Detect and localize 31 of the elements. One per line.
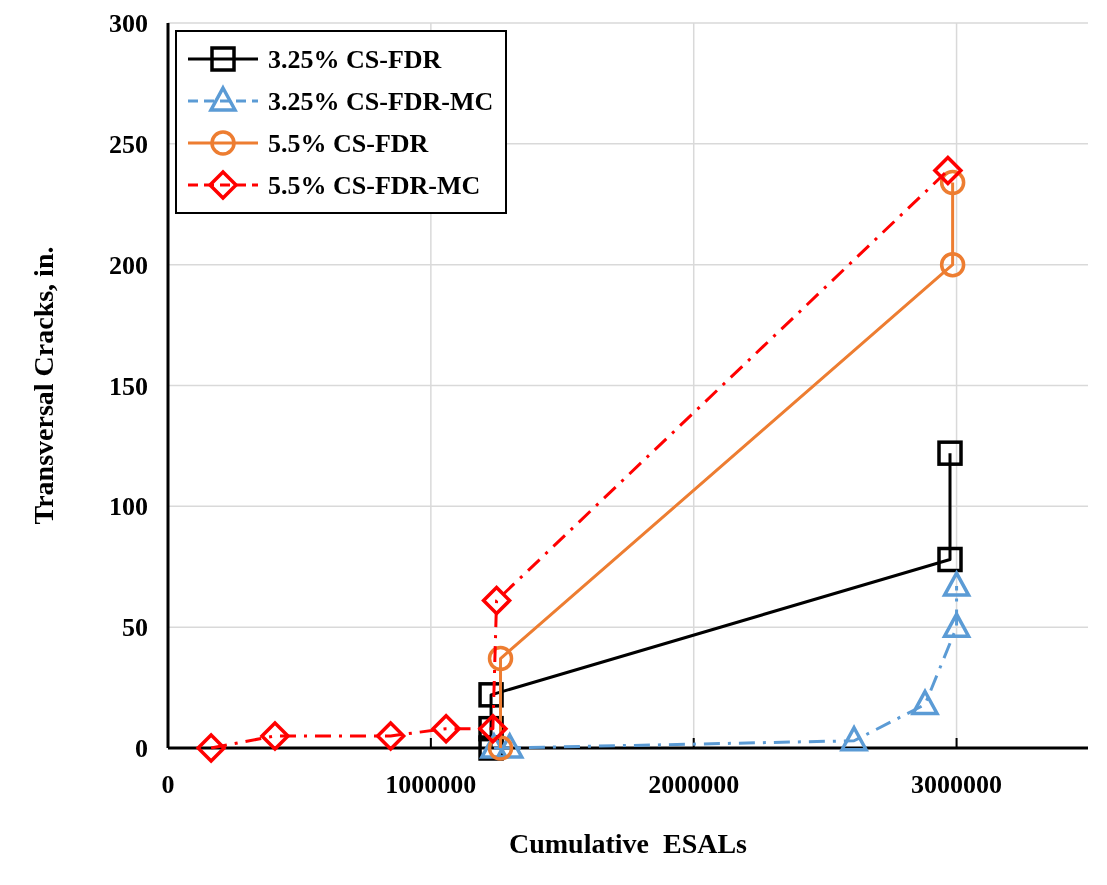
point	[487, 645, 514, 672]
y-axis-title: Transversal Cracks, in.	[28, 246, 59, 525]
point	[942, 571, 971, 597]
point	[937, 440, 963, 466]
point	[911, 689, 939, 716]
y-tick-label: 100	[109, 492, 148, 522]
y-tick-label: 150	[109, 371, 148, 401]
legend-label: 5.5% CS-FDR-MC	[268, 171, 481, 200]
x-tick-label: 3000000	[911, 770, 1003, 799]
legend-label: 5.5% CS-FDR	[268, 129, 429, 158]
x-tick-label: 1000000	[385, 770, 477, 799]
point	[431, 713, 461, 744]
point	[933, 155, 963, 186]
y-tick-label: 200	[109, 250, 148, 280]
y-tick-label: 250	[109, 129, 148, 159]
x-tick-label: 2000000	[648, 770, 740, 799]
x-axis-title: Cumulative ESALs	[508, 828, 748, 859]
legend-label: 3.25% CS-FDR	[268, 45, 442, 74]
point	[937, 546, 963, 573]
y-tick-label: 50	[122, 613, 148, 643]
point	[260, 721, 290, 751]
point	[939, 251, 966, 278]
point	[375, 721, 406, 751]
point	[196, 733, 226, 763]
point	[840, 726, 868, 752]
legend-label: 3.25% CS-FDR-MC	[268, 87, 494, 116]
x-tick-label: 0	[161, 770, 175, 799]
y-tick-label: 0	[135, 734, 148, 763]
point	[942, 612, 971, 638]
y-tick-label: 300	[109, 9, 148, 38]
point	[481, 585, 512, 616]
